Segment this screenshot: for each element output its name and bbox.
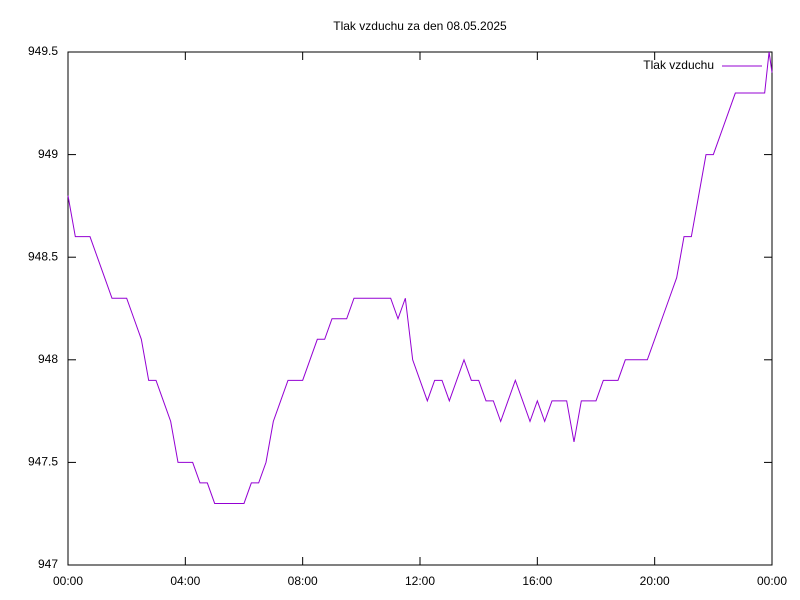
y-tick-label: 949 — [38, 147, 58, 161]
x-tick-label: 04:00 — [170, 574, 200, 588]
y-tick-label: 948.5 — [28, 249, 58, 263]
legend-label: Tlak vzduchu — [643, 58, 714, 72]
y-tick-label: 947 — [38, 557, 58, 571]
plot-frame — [67, 51, 773, 566]
y-tick-label: 947.5 — [28, 455, 58, 469]
x-tick-label: 16:00 — [522, 574, 552, 588]
y-tick-label: 949.5 — [28, 44, 58, 58]
x-tick-label: 08:00 — [288, 574, 318, 588]
x-tick-label: 12:00 — [405, 574, 435, 588]
x-tick-label: 00:00 — [53, 574, 83, 588]
chart-title: Tlak vzduchu za den 08.05.2025 — [333, 19, 507, 33]
data-line — [67, 51, 773, 504]
y-tick-label: 948 — [38, 352, 58, 366]
x-tick-label: 20:00 — [640, 574, 670, 588]
x-tick-label: 00:00 — [757, 574, 787, 588]
